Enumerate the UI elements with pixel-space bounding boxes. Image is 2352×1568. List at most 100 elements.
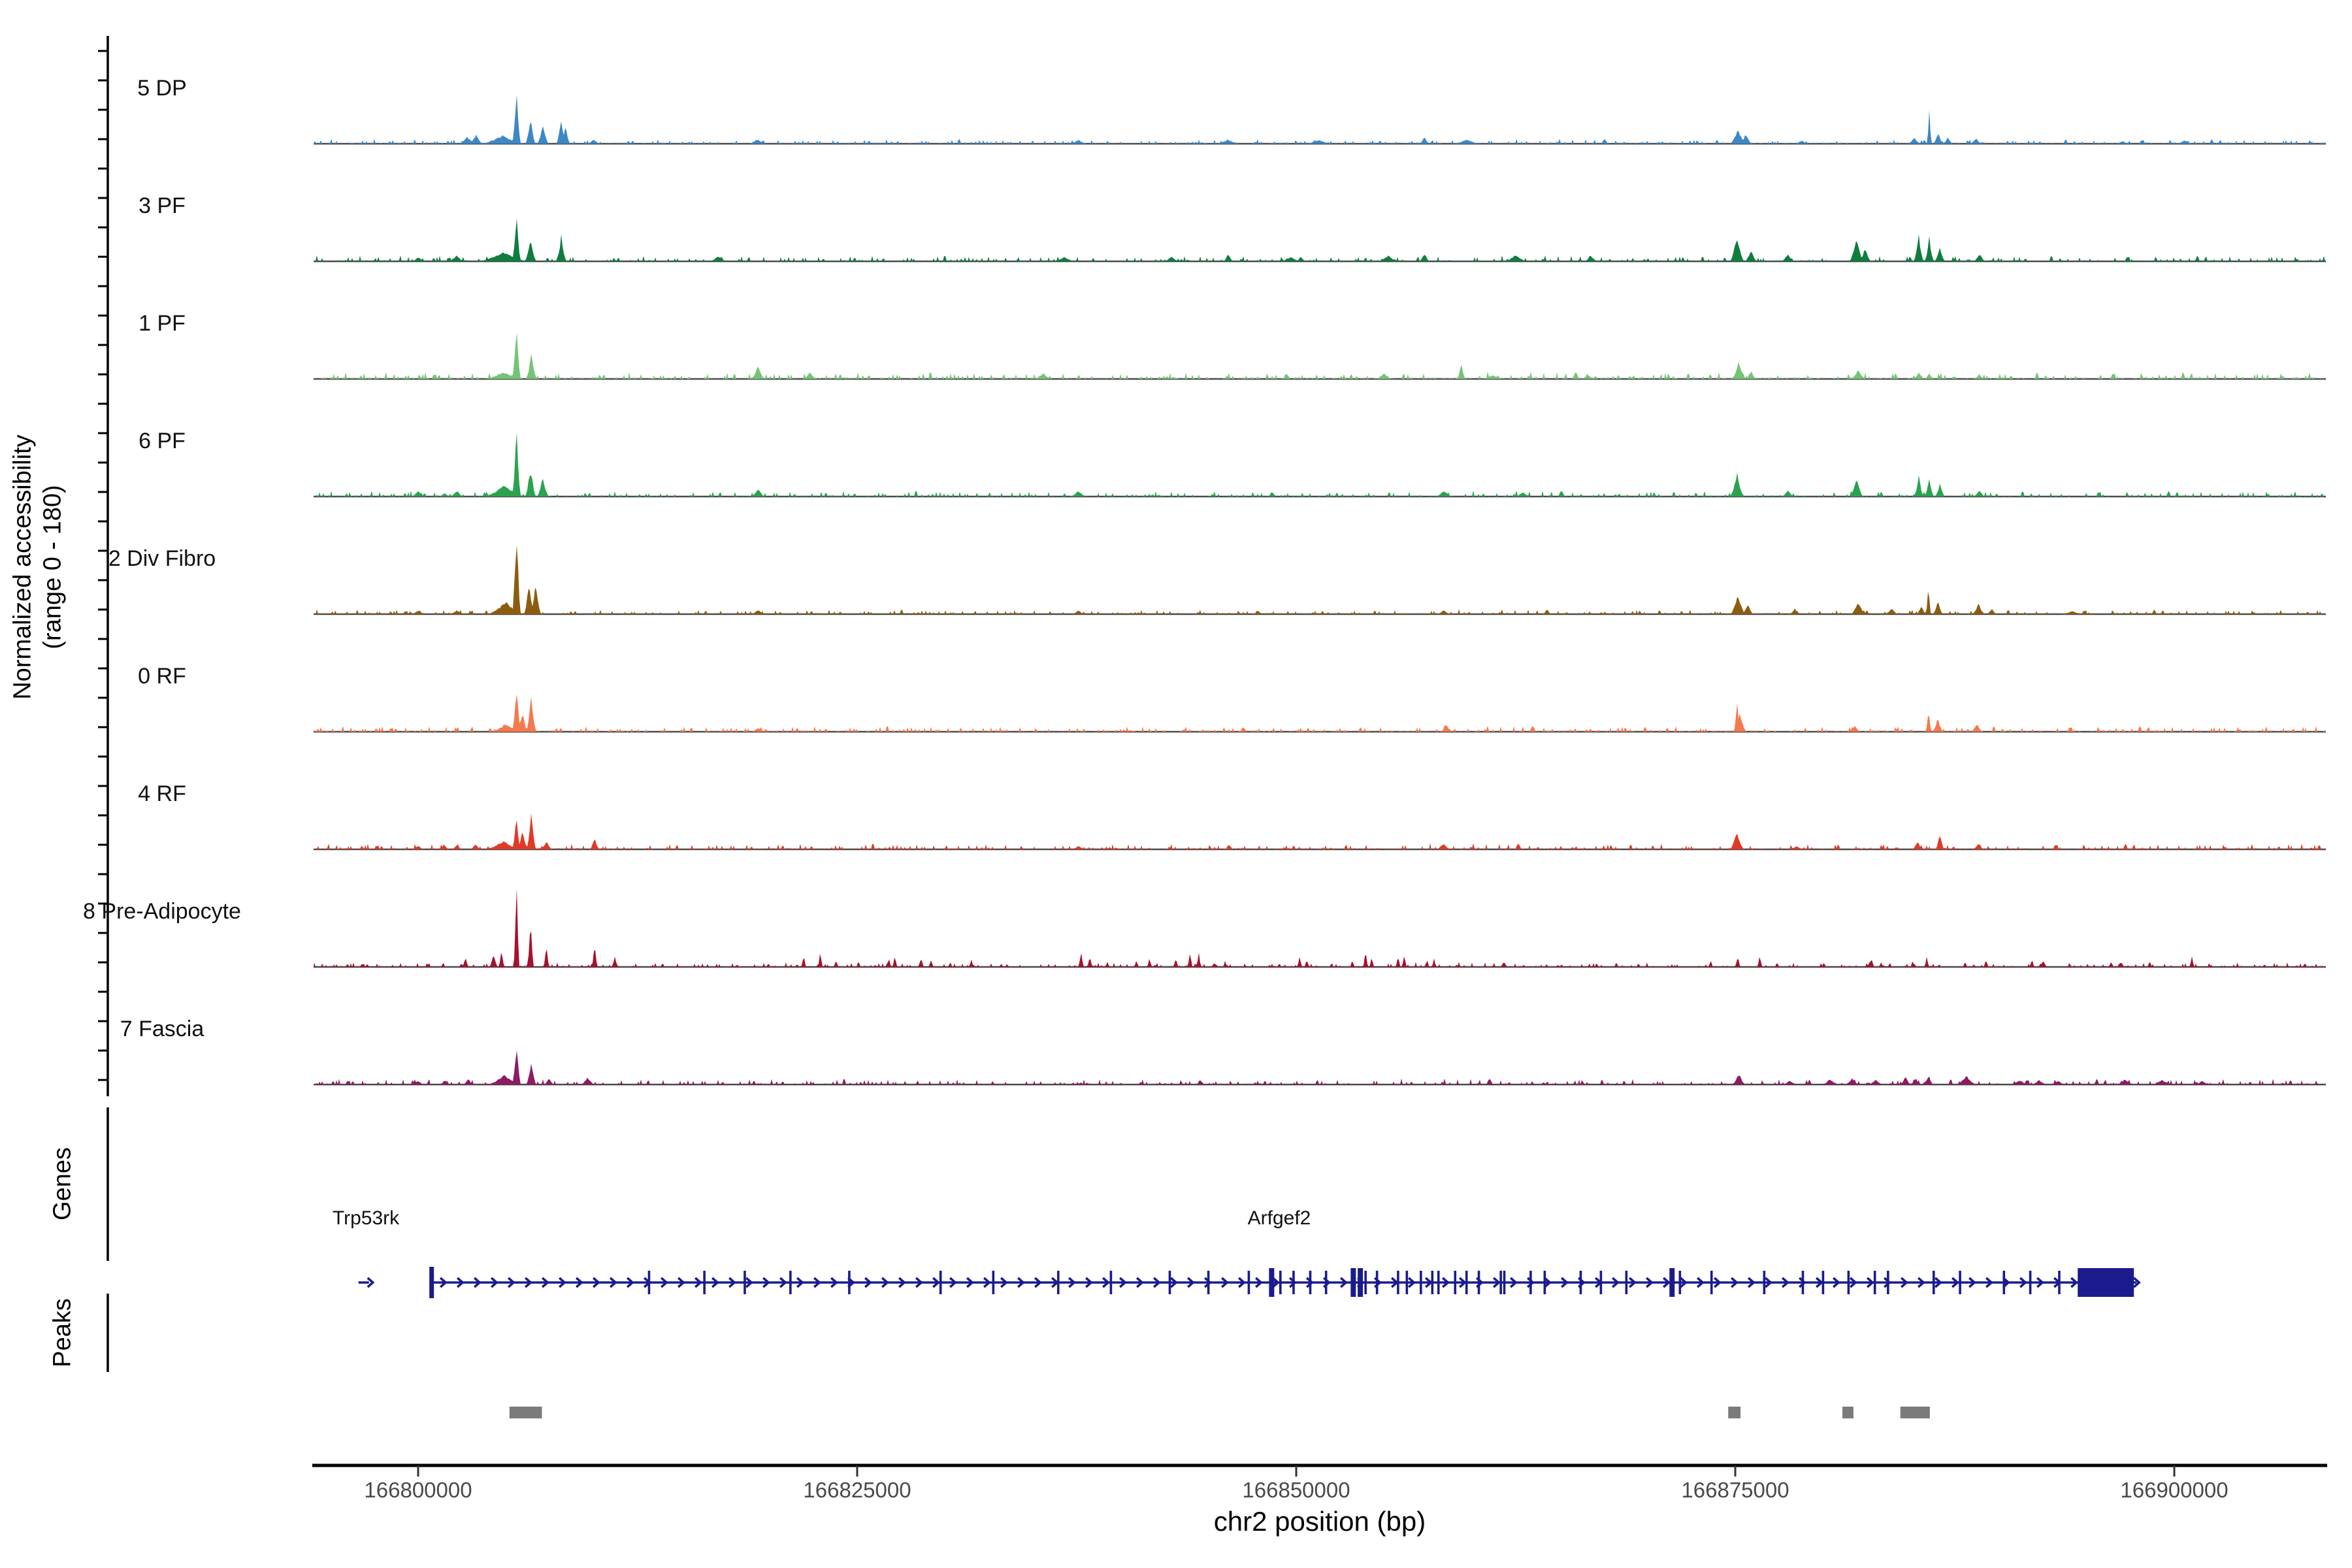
gene-strand-arrow [881, 1277, 889, 1288]
x-tick-label-3: 166875000 [1681, 1478, 1789, 1502]
gene-exon [703, 1271, 706, 1294]
gene-strand-arrow [949, 1277, 957, 1288]
gene-strand-arrow [1799, 1277, 1806, 1288]
gene-exon [2058, 1271, 2061, 1294]
gene-strand-arrow [694, 1277, 702, 1288]
gene-strand-arrow [1425, 1277, 1433, 1288]
track-signal-7-fascia [314, 1050, 2325, 1085]
gene-strand-arrow [1034, 1277, 1042, 1288]
gene-exon [1397, 1271, 1399, 1294]
gene-exon [1543, 1271, 1546, 1294]
track-label-7-fascia: 7 Fascia [120, 1017, 204, 1041]
gene-strand-arrow [525, 1277, 532, 1288]
gene-exon [992, 1271, 995, 1294]
gene-strand-arrow [1918, 1277, 1925, 1288]
gene-exon [1454, 1271, 1457, 1294]
gene-exon [1292, 1271, 1295, 1294]
track-label-1-pf: 1 PF [139, 311, 186, 336]
gene-strand-arrow [2036, 1277, 2044, 1288]
gene-strand-arrow [2019, 1277, 2027, 1288]
gene-exon [1710, 1271, 1713, 1294]
gene-strand-arrow [1985, 1277, 1993, 1288]
gene-exon [1465, 1271, 1468, 1294]
gene-exon [1873, 1271, 1876, 1294]
gene-strand-arrow [1968, 1277, 1976, 1288]
track-signal-3-pf [314, 218, 2325, 261]
gene-exon [1247, 1271, 1250, 1294]
gene-strand-arrow [1714, 1277, 1722, 1288]
gene-exon [743, 1271, 746, 1294]
gene-strand-arrow [1612, 1277, 1620, 1288]
gene-strand-arrow [864, 1277, 872, 1288]
gene-strand-arrow [898, 1277, 906, 1288]
gene-strand-arrow [542, 1277, 549, 1288]
gene-exon [848, 1271, 851, 1294]
gene-strand-arrow [593, 1277, 600, 1288]
gene-strand-arrow [1085, 1277, 1093, 1288]
gene-exon-thick [1358, 1268, 1364, 1297]
gene-strand-arrow [576, 1277, 583, 1288]
gene-strand-arrow [728, 1277, 736, 1288]
gene-strand-arrow [1731, 1277, 1739, 1288]
gene-start-exon [429, 1267, 434, 1298]
track-signal-2-div-fibro [314, 545, 2325, 614]
gene-terminal-exon [2078, 1268, 2134, 1297]
gene-strand-arrow [711, 1277, 719, 1288]
gene-exon [939, 1271, 942, 1294]
gene-strand-arrow [745, 1277, 753, 1288]
gene-exon [1529, 1271, 1532, 1294]
gene-strand-arrow [491, 1277, 498, 1288]
gene-strand-arrow [796, 1277, 804, 1288]
gene-strand-arrow [1884, 1277, 1891, 1288]
track-signal-0-rf [314, 694, 2325, 732]
gene-end-arrow [2133, 1277, 2141, 1288]
gene-exon-thick [1669, 1268, 1675, 1297]
gene-strand-arrow [1272, 1277, 1280, 1288]
gene-strand-arrow [1170, 1277, 1178, 1288]
gene-exon [1821, 1271, 1825, 1294]
gene-exon [1405, 1271, 1409, 1294]
gene-exon [1309, 1271, 1312, 1294]
peak-interval-box [1900, 1407, 1930, 1418]
gene-strand-arrow [1017, 1277, 1025, 1288]
gene-strand-arrow [1306, 1277, 1314, 1288]
gene-exon [1763, 1271, 1766, 1294]
gene-exon [1364, 1271, 1367, 1294]
track-label-0-rf: 0 RF [138, 664, 186, 689]
gene-strand-arrow [1901, 1277, 1908, 1288]
gene-strand-arrow [610, 1277, 617, 1288]
gene-strand-arrow [1459, 1277, 1467, 1288]
peaks-row-label: Peaks [48, 1298, 76, 1367]
gene-strand-arrow [1629, 1277, 1637, 1288]
gene-exon [1887, 1271, 1889, 1294]
gene-strand-arrow [1119, 1277, 1127, 1288]
gene-strand-arrow [1493, 1277, 1501, 1288]
track-signal-5-dp [314, 95, 2325, 144]
track-label-3-pf: 3 PF [139, 193, 186, 218]
gene-exon-thick [1350, 1268, 1356, 1297]
gene-strand-arrow [1663, 1277, 1671, 1288]
gene-exon [1579, 1271, 1582, 1294]
track-signal-1-pf [314, 333, 2325, 379]
gene-strand-arrow [1289, 1277, 1297, 1288]
gene-strand-arrow [1646, 1277, 1654, 1288]
track-label-2-div-fibro: 2 Div Fibro [108, 546, 216, 571]
x-tick-label-1: 166825000 [803, 1478, 911, 1502]
gene-exon [789, 1271, 792, 1294]
track-label-8-pre-adipocyte: 8 Pre-Adipocyte [83, 899, 241, 924]
gene-strand-arrow [661, 1277, 668, 1288]
gene-exon [1420, 1271, 1422, 1294]
gene-strand-arrow [1816, 1277, 1823, 1288]
gene-strand-arrow [1204, 1277, 1212, 1288]
gene-exon [1625, 1271, 1628, 1294]
gene-strand-arrow [932, 1277, 940, 1288]
peak-interval-box [1728, 1407, 1741, 1418]
gene-strand-arrow [915, 1277, 923, 1288]
gene-exon [1477, 1271, 1480, 1294]
gene-strand-arrow [966, 1277, 974, 1288]
gene-strand-arrow [508, 1277, 515, 1288]
gene-strand-arrow [1442, 1277, 1450, 1288]
gene-strand-arrow [1221, 1277, 1229, 1288]
gene-exon [1678, 1271, 1682, 1294]
gene-exon-thick [1269, 1268, 1275, 1297]
